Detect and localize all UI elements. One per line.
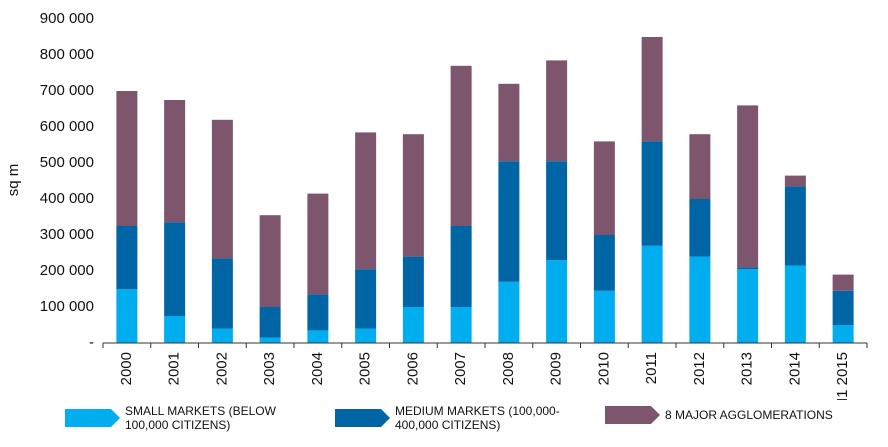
legend-label: 8 MAJOR AGGLOMERATIONS xyxy=(665,408,833,422)
legend-item: MEDIUM MARKETS (100,000-400,000 CITIZENS… xyxy=(335,404,600,432)
x-tick-label: 2012 xyxy=(691,352,708,385)
bar-segment xyxy=(164,222,186,316)
bar-segment xyxy=(593,235,615,291)
bar-segment xyxy=(450,65,472,226)
bar-segment xyxy=(355,132,377,270)
bar-segment xyxy=(259,215,281,307)
bar-segment xyxy=(546,60,568,162)
x-tick-label: 2005 xyxy=(357,352,374,385)
bar-segment xyxy=(307,193,329,295)
y-tick-label: 400 000 xyxy=(40,190,94,207)
y-tick-label: 700 000 xyxy=(40,82,94,99)
bar-segment xyxy=(784,186,806,266)
bar-segment xyxy=(211,258,233,329)
x-tick-label: 2013 xyxy=(739,352,756,385)
x-tick-label: 2008 xyxy=(500,352,517,385)
y-tick-label: 800 000 xyxy=(40,46,94,63)
x-tick-label: 2001 xyxy=(166,352,183,385)
legend-swatch xyxy=(335,409,390,427)
legend-swatch xyxy=(65,409,120,427)
bar-segment xyxy=(307,294,329,331)
bar-segment xyxy=(259,337,281,343)
x-tick-label: 2010 xyxy=(595,352,612,385)
x-tick-label: 2011 xyxy=(643,352,660,384)
y-axis-label: sq m xyxy=(5,164,22,197)
x-tick-label: 2003 xyxy=(261,352,278,385)
x-tick-label: 2006 xyxy=(404,352,421,385)
bar-segment xyxy=(211,328,233,343)
x-tick-label: H1 2015 xyxy=(834,352,851,400)
y-tick-label: 100 000 xyxy=(40,298,94,315)
bar-segment xyxy=(784,175,806,187)
bar-segment xyxy=(402,256,424,307)
bar-segment xyxy=(689,134,711,199)
x-tick-label: 2002 xyxy=(213,352,230,385)
legend-swatch-shape xyxy=(335,409,390,427)
bar-segment xyxy=(689,199,711,257)
x-tick-label: 2007 xyxy=(452,352,469,385)
x-tick-label: 2014 xyxy=(786,352,803,385)
bar-segment xyxy=(546,260,568,343)
legend-swatch xyxy=(605,406,660,424)
legend-item: 8 MAJOR AGGLOMERATIONS xyxy=(605,404,888,426)
bar-segment xyxy=(498,281,520,343)
bar-segment xyxy=(498,161,520,282)
legend-label: SMALL MARKETS (BELOW 100,000 CITIZENS) xyxy=(125,404,276,432)
bar-segment xyxy=(593,290,615,343)
x-tick-label: 2004 xyxy=(309,352,326,385)
chart: sq m - 100 000 200 000 300 000 400 000 500 00… xyxy=(5,10,868,409)
bar-segment xyxy=(450,307,472,343)
y-tick-label: 200 000 xyxy=(40,262,94,279)
legend-swatch-shape xyxy=(605,406,660,424)
bar-segment xyxy=(784,265,806,343)
bar-segment xyxy=(450,226,472,307)
bar-segment xyxy=(737,267,759,270)
legend-label: MEDIUM MARKETS (100,000-400,000 CITIZENS… xyxy=(395,404,560,432)
bar-segment xyxy=(402,134,424,257)
bar-segment xyxy=(307,330,329,343)
bar-segment xyxy=(641,37,663,142)
bar-segment xyxy=(689,256,711,343)
bar-segment xyxy=(116,91,138,226)
bar-segment xyxy=(355,269,377,329)
bar-segment xyxy=(116,289,138,343)
bar-segment xyxy=(641,245,663,343)
bar-segment xyxy=(832,290,854,325)
x-tick-label: 2000 xyxy=(118,352,135,385)
y-tick-label: - xyxy=(89,334,94,351)
bar-segment xyxy=(832,325,854,343)
y-tick-label: 300 000 xyxy=(40,226,94,243)
bar-segment xyxy=(211,119,233,259)
y-tick-label: 900 000 xyxy=(40,10,94,27)
bar-segment xyxy=(641,141,663,246)
y-tick-label: 600 000 xyxy=(40,118,94,135)
bar-segment xyxy=(116,226,138,289)
bar-segment xyxy=(402,307,424,343)
bar-segment xyxy=(737,105,759,268)
bar-segment xyxy=(737,269,759,343)
y-tick-label: 500 000 xyxy=(40,154,94,171)
bar-segment xyxy=(164,316,186,343)
bar-segment xyxy=(832,274,854,291)
bar-segment xyxy=(546,161,568,261)
bar-segment xyxy=(259,307,281,338)
bar-segment xyxy=(593,141,615,235)
bar-segment xyxy=(355,328,377,343)
bar-segment xyxy=(164,100,186,223)
bar-segment xyxy=(498,83,520,162)
x-tick-label: 2009 xyxy=(548,352,565,385)
legend-item: SMALL MARKETS (BELOW 100,000 CITIZENS) xyxy=(65,404,295,432)
legend-swatch-shape xyxy=(65,409,120,427)
